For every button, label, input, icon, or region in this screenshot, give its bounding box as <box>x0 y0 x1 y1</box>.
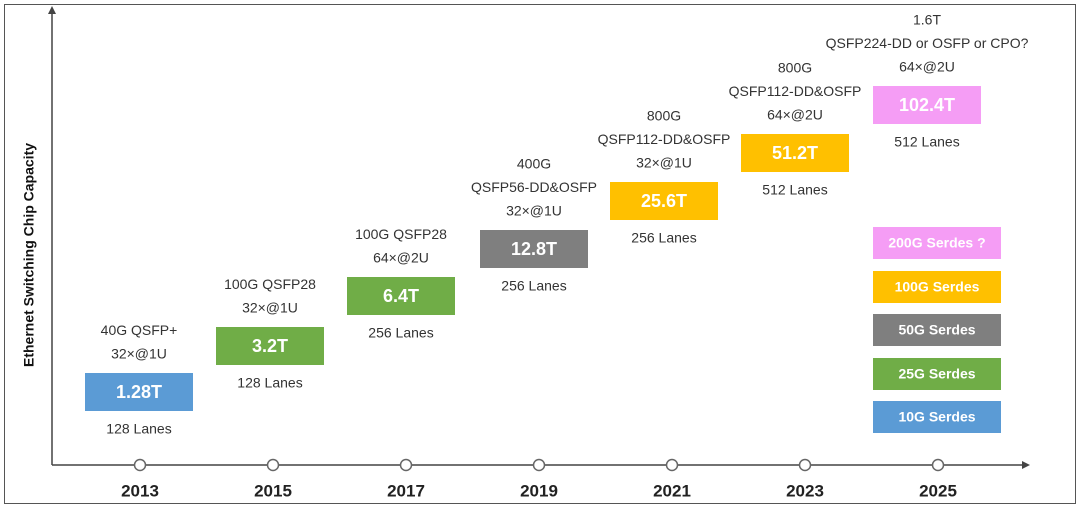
spec-label: 64×@2U <box>767 107 823 123</box>
legend-box <box>873 227 1001 259</box>
lanes-label: 256 Lanes <box>368 325 433 341</box>
legend-label: 25G Serdes <box>898 366 975 382</box>
year-marker <box>931 458 945 472</box>
y-axis-label: Ethernet Switching Chip Capacity <box>21 143 37 367</box>
year-label: 2025 <box>919 481 957 500</box>
lanes-label: 256 Lanes <box>631 230 696 246</box>
legend-box <box>873 271 1001 303</box>
year-label: 2013 <box>121 481 159 500</box>
legend-box <box>873 314 1001 346</box>
capacity-box <box>741 134 849 172</box>
x-axis-arrow <box>1022 461 1030 469</box>
year-marker <box>133 458 147 472</box>
year-label: 2017 <box>387 481 425 500</box>
spec-label: 32×@1U <box>636 155 692 171</box>
legend-box <box>873 358 1001 390</box>
capacity-label: 3.2T <box>252 336 288 356</box>
year-marker <box>798 458 812 472</box>
lanes-label: 128 Lanes <box>237 375 302 391</box>
legend-label: 50G Serdes <box>898 322 975 338</box>
spec-label: 800G <box>647 108 681 124</box>
spec-label: 40G QSFP+ <box>101 322 178 338</box>
year-label: 2021 <box>653 481 691 500</box>
year-marker <box>399 458 413 472</box>
spec-label: 32×@1U <box>506 203 562 219</box>
spec-label: 64×@2U <box>373 250 429 266</box>
legend-label: 100G Serdes <box>895 279 980 295</box>
legend-label: 200G Serdes ? <box>888 235 985 251</box>
capacity-label: 1.28T <box>116 382 162 402</box>
year-label: 2019 <box>520 481 558 500</box>
spec-label: QSFP112-DD&OSFP <box>598 131 731 147</box>
capacity-label: 12.8T <box>511 239 557 259</box>
lanes-label: 256 Lanes <box>501 278 566 294</box>
y-axis-arrow <box>48 6 56 14</box>
capacity-label: 25.6T <box>641 191 687 211</box>
spec-label: 32×@1U <box>242 300 298 316</box>
spec-label: 32×@1U <box>111 346 167 362</box>
frame <box>4 4 1076 504</box>
capacity-box <box>216 327 324 365</box>
legend-box <box>873 401 1001 433</box>
capacity-box <box>480 230 588 268</box>
lanes-label: 512 Lanes <box>894 134 959 150</box>
lanes-label: 512 Lanes <box>762 182 827 198</box>
year-marker <box>665 458 679 472</box>
spec-label: 1.6T <box>913 12 941 28</box>
capacity-label: 102.4T <box>899 95 955 115</box>
capacity-box <box>347 277 455 315</box>
capacity-label: 51.2T <box>772 143 818 163</box>
capacity-box <box>85 373 193 411</box>
spec-label: 100G QSFP28 <box>224 276 316 292</box>
spec-label: 800G <box>778 60 812 76</box>
capacity-box <box>873 86 981 124</box>
year-marker <box>532 458 546 472</box>
year-marker <box>266 458 280 472</box>
spec-label: QSFP224-DD or OSFP or CPO? <box>826 35 1029 51</box>
spec-label: 64×@2U <box>899 59 955 75</box>
spec-label: 100G QSFP28 <box>355 226 447 242</box>
capacity-box <box>610 182 718 220</box>
spec-label: 400G <box>517 156 551 172</box>
capacity-label: 6.4T <box>383 286 419 306</box>
spec-label: QSFP112-DD&OSFP <box>729 83 862 99</box>
legend-label: 10G Serdes <box>898 409 975 425</box>
lanes-label: 128 Lanes <box>106 421 171 437</box>
spec-label: QSFP56-DD&OSFP <box>471 179 597 195</box>
year-label: 2015 <box>254 481 292 500</box>
year-label: 2023 <box>786 481 824 500</box>
